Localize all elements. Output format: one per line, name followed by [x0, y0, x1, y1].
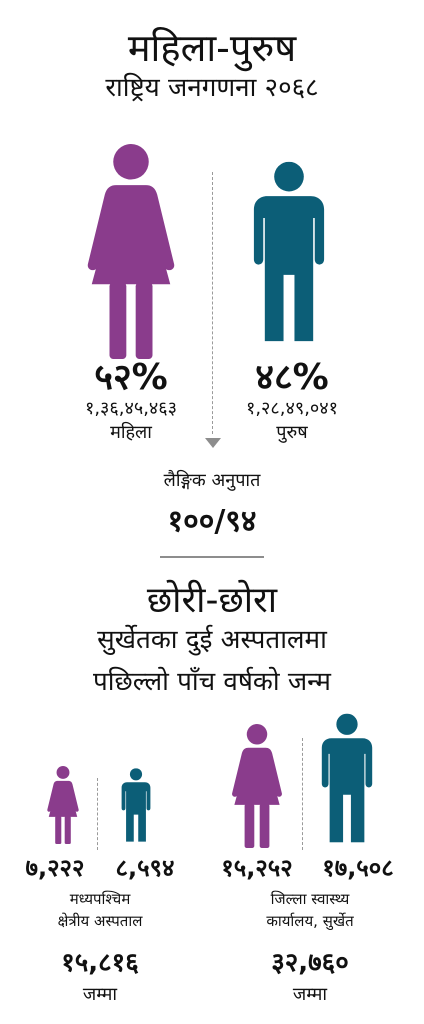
page-subtitle: राष्ट्रिय जनगणना २०६८ — [105, 73, 319, 103]
ratio-value: १००/९४ — [167, 504, 257, 539]
hospital2-total-label: जम्मा — [292, 984, 328, 1005]
section2-line1: सुर्खेतका दुई अस्पतालमा — [97, 625, 327, 655]
male-percent: ४८% — [255, 357, 329, 398]
man-icon — [319, 706, 375, 850]
hospital1-name-line1: मध्यपश्चिम — [69, 890, 131, 908]
section2-line2: पछिल्लो पाँच वर्षको जन्म — [93, 667, 331, 697]
woman-icon — [83, 144, 179, 359]
male-count: १,२८,४९,०४१ — [245, 398, 339, 419]
hospital2-divider — [302, 738, 303, 850]
page-title: महिला-पुरुष — [127, 26, 297, 70]
down-arrow-icon — [205, 438, 221, 448]
hospital2-boys: १७,५०८ — [322, 854, 394, 882]
man-icon — [120, 766, 152, 844]
hospital1-total-label: जम्मा — [82, 984, 118, 1005]
male-label: पुरुष — [276, 422, 308, 443]
woman-icon — [45, 766, 81, 844]
ratio-label: लैङ्गिक अनुपात — [163, 470, 261, 491]
section2-title: छोरी-छोरा — [146, 580, 278, 621]
hospital1-divider — [97, 778, 98, 850]
section-divider — [160, 556, 264, 558]
hospital2-total: ३२,७६० — [271, 948, 349, 978]
hospital2-name-line1: जिल्ला स्वास्थ्य — [270, 890, 350, 908]
center-divider — [212, 172, 213, 434]
man-icon — [250, 144, 328, 359]
female-label: महिला — [110, 422, 152, 443]
hospital2-name-line2: कार्यालय, सुर्खेत — [266, 912, 354, 930]
hospital1-total: १५,८१६ — [61, 948, 139, 978]
female-percent: ५२% — [94, 357, 168, 398]
hospital1-boys: ८,५९४ — [115, 854, 175, 882]
woman-icon — [228, 724, 286, 848]
hospital1-name-line2: क्षेत्रीय अस्पताल — [57, 912, 143, 930]
hospital2-girls: १५,२५२ — [221, 854, 293, 882]
hospital1-girls: ७,२२२ — [25, 854, 85, 882]
female-count: १,३६,४५,४६३ — [84, 398, 178, 419]
